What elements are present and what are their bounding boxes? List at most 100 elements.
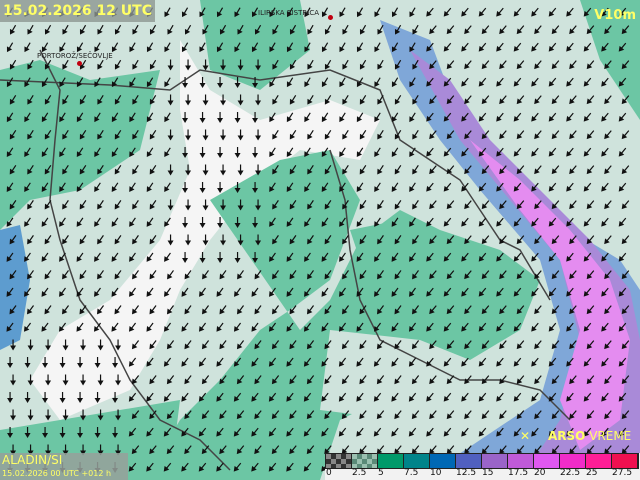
wind-arrow: [566, 252, 574, 262]
wind-arrow: [10, 339, 17, 351]
wind-arrow: [129, 217, 136, 227]
wind-arrow: [289, 129, 297, 140]
wind-arrow: [446, 130, 455, 140]
wind-arrow: [411, 340, 420, 350]
wind-arrow: [27, 165, 34, 175]
wind-arrow: [41, 42, 49, 53]
wind-arrow: [618, 427, 627, 437]
wind-arrow: [289, 235, 297, 245]
wind-arrow: [272, 59, 279, 70]
wind-arrow: [114, 94, 122, 105]
wind-arrow: [59, 217, 66, 227]
wind-arrow: [464, 25, 472, 35]
wind-arrow: [97, 59, 104, 70]
wind-arrow: [356, 7, 364, 18]
wind-arrow: [339, 112, 346, 123]
wind-arrow: [356, 42, 364, 53]
wind-arrow: [566, 147, 574, 157]
wind-arrow: [41, 287, 49, 297]
wind-arrow: [461, 322, 469, 332]
wind-sock-icon: ✕: [520, 429, 531, 443]
wind-arrow: [254, 24, 262, 35]
wind-arrow: [426, 322, 434, 332]
wind-arrow: [408, 357, 417, 367]
legend-cell: [326, 454, 352, 468]
wind-arrow: [394, 445, 402, 455]
wind-arrow: [569, 25, 577, 35]
wind-arrow: [409, 252, 416, 262]
wind-arrow: [339, 252, 346, 262]
wind-arrow: [551, 200, 560, 210]
wind-arrow: [62, 235, 69, 245]
wind-arrow: [216, 287, 224, 297]
wind-arrow: [217, 217, 224, 228]
wind-arrow: [166, 340, 175, 350]
wind-arrow: [586, 305, 595, 315]
wind-arrow: [77, 357, 84, 368]
wind-arrow: [338, 427, 347, 437]
wind-arrow: [269, 147, 276, 158]
wind-arrow: [461, 287, 469, 297]
wind-arrow: [496, 77, 504, 87]
wind-arrow: [233, 322, 242, 332]
wind-arrow: [446, 445, 455, 455]
legend-cell: [378, 454, 404, 468]
wind-arrow: [341, 445, 350, 455]
wind-arrow: [94, 427, 101, 438]
wind-arrow: [324, 375, 332, 385]
wind-arrow: [374, 217, 381, 227]
wind-arrow: [324, 445, 332, 455]
wind-arrow: [129, 252, 136, 262]
wind-arrow: [377, 94, 384, 105]
wind-arrow: [359, 270, 367, 280]
wind-arrow: [252, 112, 259, 123]
wind-arrow: [254, 305, 262, 315]
wind-arrow: [499, 270, 507, 280]
wind-arrow: [255, 234, 262, 246]
wind-arrow: [443, 147, 452, 157]
wind-arrow: [307, 24, 314, 35]
wind-arrow: [97, 94, 104, 105]
wind-arrow: [411, 305, 420, 315]
wind-arrow: [586, 95, 595, 105]
wind-arrow: [286, 182, 294, 192]
wind-arrow: [534, 270, 542, 280]
wind-arrow: [566, 77, 574, 87]
wind-arrow: [338, 357, 347, 367]
wind-arrow: [304, 7, 311, 18]
wind-arrow: [234, 217, 241, 228]
wind-arrow: [412, 165, 419, 175]
wind-arrow: [76, 147, 84, 158]
wind-arrow: [377, 24, 384, 35]
wind-arrow: [586, 200, 595, 210]
wind-arrow: [534, 25, 542, 35]
wind-arrow: [586, 375, 595, 385]
wind-arrow: [566, 7, 574, 17]
wind-arrow: [286, 147, 294, 158]
wind-arrow: [9, 24, 17, 35]
wind-arrow: [583, 42, 592, 52]
wind-arrow: [499, 200, 507, 210]
wind-arrow: [9, 270, 17, 280]
wind-arrow: [289, 375, 297, 385]
wind-arrow: [321, 357, 329, 367]
wind-arrow: [237, 24, 244, 35]
wind-arrow: [114, 270, 122, 280]
wind-arrow: [234, 112, 241, 123]
wind-arrow: [621, 305, 630, 315]
wind-arrow: [321, 77, 329, 88]
wind-arrow: [306, 340, 315, 350]
wind-arrow: [391, 392, 399, 402]
wind-arrow: [234, 182, 241, 193]
wind-arrow: [286, 112, 294, 123]
wind-arrow: [446, 270, 455, 280]
wind-arrow: [604, 410, 612, 420]
wind-arrow: [44, 270, 52, 280]
wind-arrow: [307, 165, 314, 175]
wind-arrow: [199, 287, 206, 297]
wind-arrow: [618, 217, 627, 227]
wind-arrow: [182, 147, 189, 158]
wind-arrow: [268, 427, 277, 437]
wind-arrow: [618, 392, 627, 402]
wind-arrow: [464, 165, 472, 175]
